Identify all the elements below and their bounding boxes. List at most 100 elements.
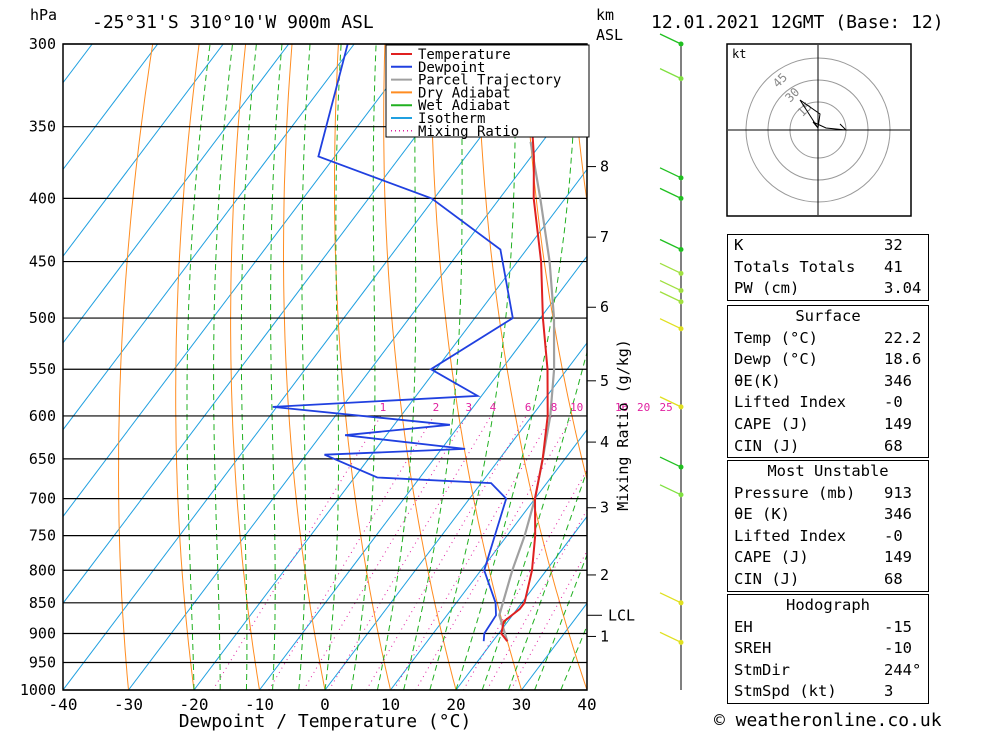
hodograph-table: Hodograph EH -15 SREH -10 StmDir 244° StmSp… [727,594,929,704]
isotherm-line [63,44,224,258]
y-tick-label: 650 [29,450,56,468]
mu-row-cape: CAPE (J) 149 [734,548,912,567]
y-tick-label: 500 [29,309,56,327]
isotherm-line [63,44,552,690]
y-tick-label: 400 [29,189,56,207]
wet-adiabat-line [270,44,283,690]
x-tick-label: 20 [446,695,465,714]
isotherm-line [324,342,587,690]
wet-adiabat-line [240,44,257,690]
x-tick-label: -40 [49,695,78,714]
wind-barb [659,396,682,408]
hodograph-title: Hodograph [786,596,870,614]
mixing-ratio-line [328,415,492,690]
y-tick-label: 450 [29,253,56,271]
temperature-line [500,44,549,642]
units-km: km [596,6,614,24]
y-tick-label: 900 [29,624,56,642]
mixing-ratio-line [268,415,435,690]
dry-adiabat-line [283,44,326,690]
isotherm-line [63,44,159,171]
wet-adiabat-line [429,44,517,690]
x-tick-label: 40 [577,695,596,714]
isotherm-line [63,44,290,344]
surface-row-li: Lifted Index -0 [734,393,903,412]
surface-row-cin: CIN (J) 68 [734,436,903,455]
x-tick-label: -20 [180,695,209,714]
dry-adiabat-line [430,44,522,690]
km-tick-label: 4 [600,433,609,451]
most-unstable-table: Most Unstable Pressure (mb) 913 θE (K) 346… [727,460,929,592]
dry-adiabat-line [989,44,1000,690]
wind-barb [659,262,682,274]
mixing-ratio-label: 20 [637,401,650,414]
mu-row-li: Lifted Index -0 [734,526,903,545]
location-title: -25°31'S 310°10'W 900m ASL [92,12,374,33]
wind-barb [659,592,682,604]
legend-item: Temperature [418,47,511,63]
wet-adiabat-line [186,44,211,690]
wind-barb [659,456,682,468]
index-row-pw: PW (cm) 3.04 [734,279,922,298]
x-tick-label: 10 [381,695,400,714]
km-tick-label: 3 [600,499,609,517]
y-tick-label: 600 [29,407,56,425]
mixing-ratio-label: 2 [433,401,440,414]
y-tick-label: 800 [29,561,56,579]
y-tick-label: 550 [29,360,56,378]
y-tick-label: 300 [29,35,56,53]
y-tick-label: 950 [29,653,56,671]
x-tick-label: -10 [245,695,274,714]
dry-adiabat-line [230,44,260,690]
mixing-ratio-label: 25 [659,401,672,414]
wind-barb [659,33,682,45]
wind-barb [659,484,682,496]
wet-adiabat-line [507,469,587,690]
dry-adiabat-line [383,44,457,690]
mixing-ratio-axis-label: Mixing Ratio (g/kg) [614,339,632,511]
y-tick-label: 850 [29,594,56,612]
isotherm-line [455,515,587,690]
legend-item: Mixing Ratio [418,124,519,140]
surface-title: Surface [795,307,861,325]
parcel-trajectory-line [498,141,556,642]
x-tick-label: 30 [512,695,531,714]
dewpoint-line [272,44,514,642]
y-tick-label: 1000 [20,681,56,699]
units-hpa: hPa [30,6,57,24]
km-tick-label: 7 [600,228,609,246]
index-row-k: K 32 [734,236,903,254]
lcl-label: LCL [608,606,635,624]
hodo-row-stmdir: StmDir 244° [734,660,922,679]
isotherm-line [390,428,587,690]
hodo-row-sreh: SREH -10 [734,639,912,658]
km-tick-label: 6 [600,298,609,316]
indices-table: K 32 Totals Totals 41 PW (cm) 3.04 [727,234,929,301]
isotherm-line [63,44,355,431]
legend-item: Dry Adiabat [418,85,511,101]
x-axis-label: Dewpoint / Temperature (°C) [179,711,472,732]
x-tick-label: 0 [320,695,330,714]
mixing-ratio-label: 1 [380,401,387,414]
mu-row-cin: CIN (J) 68 [734,569,903,588]
wind-barb [659,279,682,292]
wind-barb [659,291,682,303]
wind-barb [659,318,682,330]
wind-barb [659,187,682,199]
mixing-ratio-line [365,415,527,690]
dry-adiabat-line [942,44,1000,690]
surface-row-cape: CAPE (J) 149 [734,414,912,433]
index-row-totals: Totals Totals 41 [734,257,903,276]
wet-adiabat-line [534,553,587,690]
isotherm-line [63,44,486,605]
km-tick-label: 5 [600,372,609,390]
hodograph-trace [799,99,848,131]
isotherm-line [128,81,587,690]
legend-item: Isotherm [418,111,485,127]
surface-row-thetae: θE(K) 346 [734,371,912,390]
most-unstable-title: Most Unstable [767,462,889,480]
copyright[interactable]: © weatheronline.co.uk [714,710,942,731]
mixing-ratio-label: 4 [490,401,497,414]
